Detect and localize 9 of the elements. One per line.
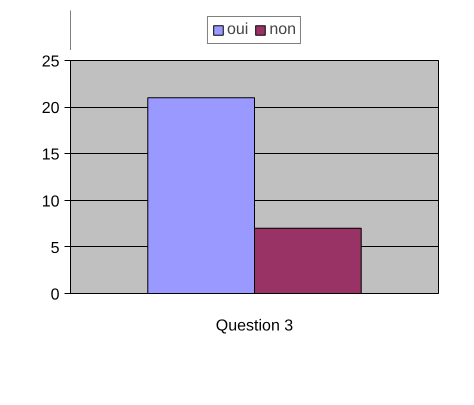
y-tick-label: 25 [42,54,60,70]
y-tick-label: 10 [42,193,60,210]
y-tick-label: 5 [50,240,60,257]
y-tick-label: 15 [42,146,60,164]
y-tick-label: 0 [50,286,60,304]
x-tick-label: Question 3 [216,318,294,334]
legend-label: non [269,21,296,39]
y-tick-label: 20 [42,100,60,118]
legend-label: oui [226,21,248,39]
